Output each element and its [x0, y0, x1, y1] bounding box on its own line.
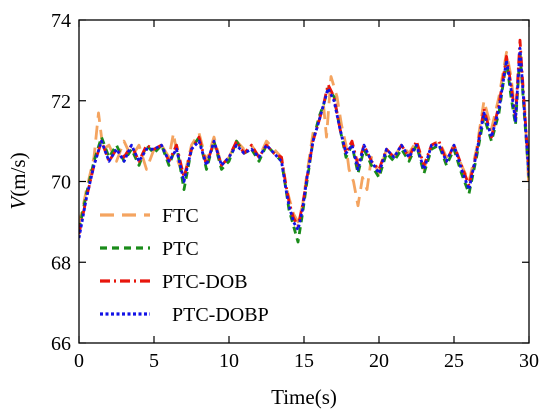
x-tick-label: 15: [294, 350, 314, 372]
legend-label-ptc: PTC: [162, 238, 199, 260]
plot-frame: [78, 19, 530, 344]
y-tick-label: 74: [51, 10, 71, 32]
tick-labels: 0 5 10 15 20 25 30 66 68 70 72 74: [51, 10, 539, 372]
legend: FTC PTC PTC-DOB PTC-DOBP: [100, 205, 269, 326]
legend-label-ptc-dob: PTC-DOB: [162, 271, 248, 293]
x-tick-label: 0: [74, 350, 84, 372]
y-tick-label: 72: [51, 91, 71, 113]
y-axis-label-unit: (m/s): [6, 152, 30, 196]
series-line-ptc-dob: [79, 38, 529, 235]
axis-ticks: [78, 19, 530, 344]
legend-label-ptc-dobp: PTC-DOBP: [172, 304, 269, 326]
x-tick-label: 30: [519, 350, 539, 372]
y-tick-label: 66: [51, 333, 71, 355]
series-lines: [79, 38, 529, 244]
x-tick-label: 20: [369, 350, 389, 372]
series-line-ptc-dobp: [79, 46, 529, 239]
legend-label-ftc: FTC: [162, 205, 199, 227]
x-tick-label: 10: [219, 350, 239, 372]
x-tick-label: 5: [149, 350, 159, 372]
y-tick-label: 70: [51, 172, 71, 194]
y-axis-label: V(m/s): [6, 152, 30, 209]
y-tick-label: 68: [51, 252, 71, 274]
x-axis-label: Time(s): [271, 385, 337, 409]
x-tick-label: 25: [444, 350, 464, 372]
y-axis-label-symbol: V: [6, 195, 30, 210]
